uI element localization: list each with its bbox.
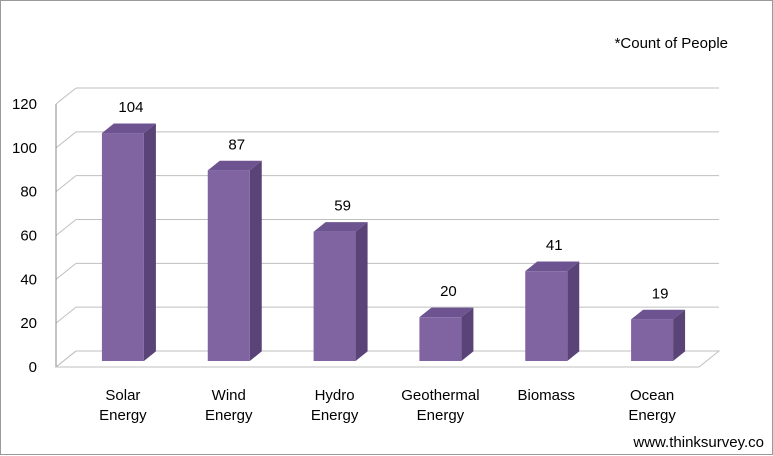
bar-front [207,170,250,361]
category-label-line: Energy [417,407,465,424]
bar-top [207,160,262,171]
bar-top [101,123,156,134]
category-label-line: Solar [105,387,140,404]
category-label-line: Ocean [630,387,674,404]
bar-front [631,319,674,361]
grid-diagonal [55,87,77,105]
bar [631,309,686,361]
data-label: 20 [440,283,457,300]
category-label: Solar Energy [99,387,147,424]
grid-layer [54,87,721,368]
category-label-line: Energy [99,407,147,424]
bar-side [249,160,262,361]
grid-diagonal [55,262,77,280]
category-label-line: Energy [205,407,253,424]
category-label-line: Wind [212,387,246,404]
y-tick-label: 120 [12,96,37,113]
category-label: Geothermal Energy [401,387,479,424]
bar [313,222,368,361]
bar [419,307,474,361]
bar [101,123,156,361]
bar-top [419,307,474,318]
source-credit: www.thinksurvey.co [632,434,764,451]
category-label: Wind Energy [205,387,253,424]
category-label: Ocean Energy [628,387,676,424]
data-label: 59 [334,198,351,215]
bar-top [313,222,368,232]
bar-front [101,133,144,361]
y-tick-label: 0 [29,359,37,376]
grid-diagonal [55,131,77,149]
bar-top [631,309,686,320]
bar [207,160,262,361]
bar-side [567,261,580,361]
bars [101,123,686,361]
grid-diagonal [55,175,77,193]
category-label-line: Hydro [315,387,355,404]
data-label: 104 [118,99,143,116]
bar-side [143,123,156,361]
y-tick-label: 100 [12,140,37,157]
annotation-note: *Count of People [615,35,728,52]
bar-side [461,307,474,361]
data-label: 19 [652,285,669,302]
y-tick-label: 20 [20,315,37,332]
bar-front [525,271,568,361]
category-label: Biomass [517,387,575,404]
data-label: 41 [546,237,563,254]
grid-diagonal [55,219,77,236]
category-label-line: Biomass [517,387,575,404]
data-labels: 104 87 59 20 41 19 [118,99,668,302]
bar-front [419,317,462,361]
y-axis-ticks: 0 20 40 60 80 100 120 [12,96,37,376]
bar-side [673,309,686,361]
bar-top [525,261,580,272]
y-tick-label: 60 [20,228,37,245]
category-label-line: Energy [628,407,676,424]
grid-diagonal [55,306,77,324]
bar-side [355,222,368,361]
category-label-line: Geothermal [401,387,479,404]
category-label-line: Energy [311,407,359,424]
floor-plane [54,350,721,368]
y-tick-label: 40 [20,271,37,288]
y-tick-label: 80 [20,184,37,201]
category-label: Hydro Energy [311,387,359,424]
data-label: 87 [228,136,245,153]
bar-front [313,231,356,361]
bar [525,261,580,361]
